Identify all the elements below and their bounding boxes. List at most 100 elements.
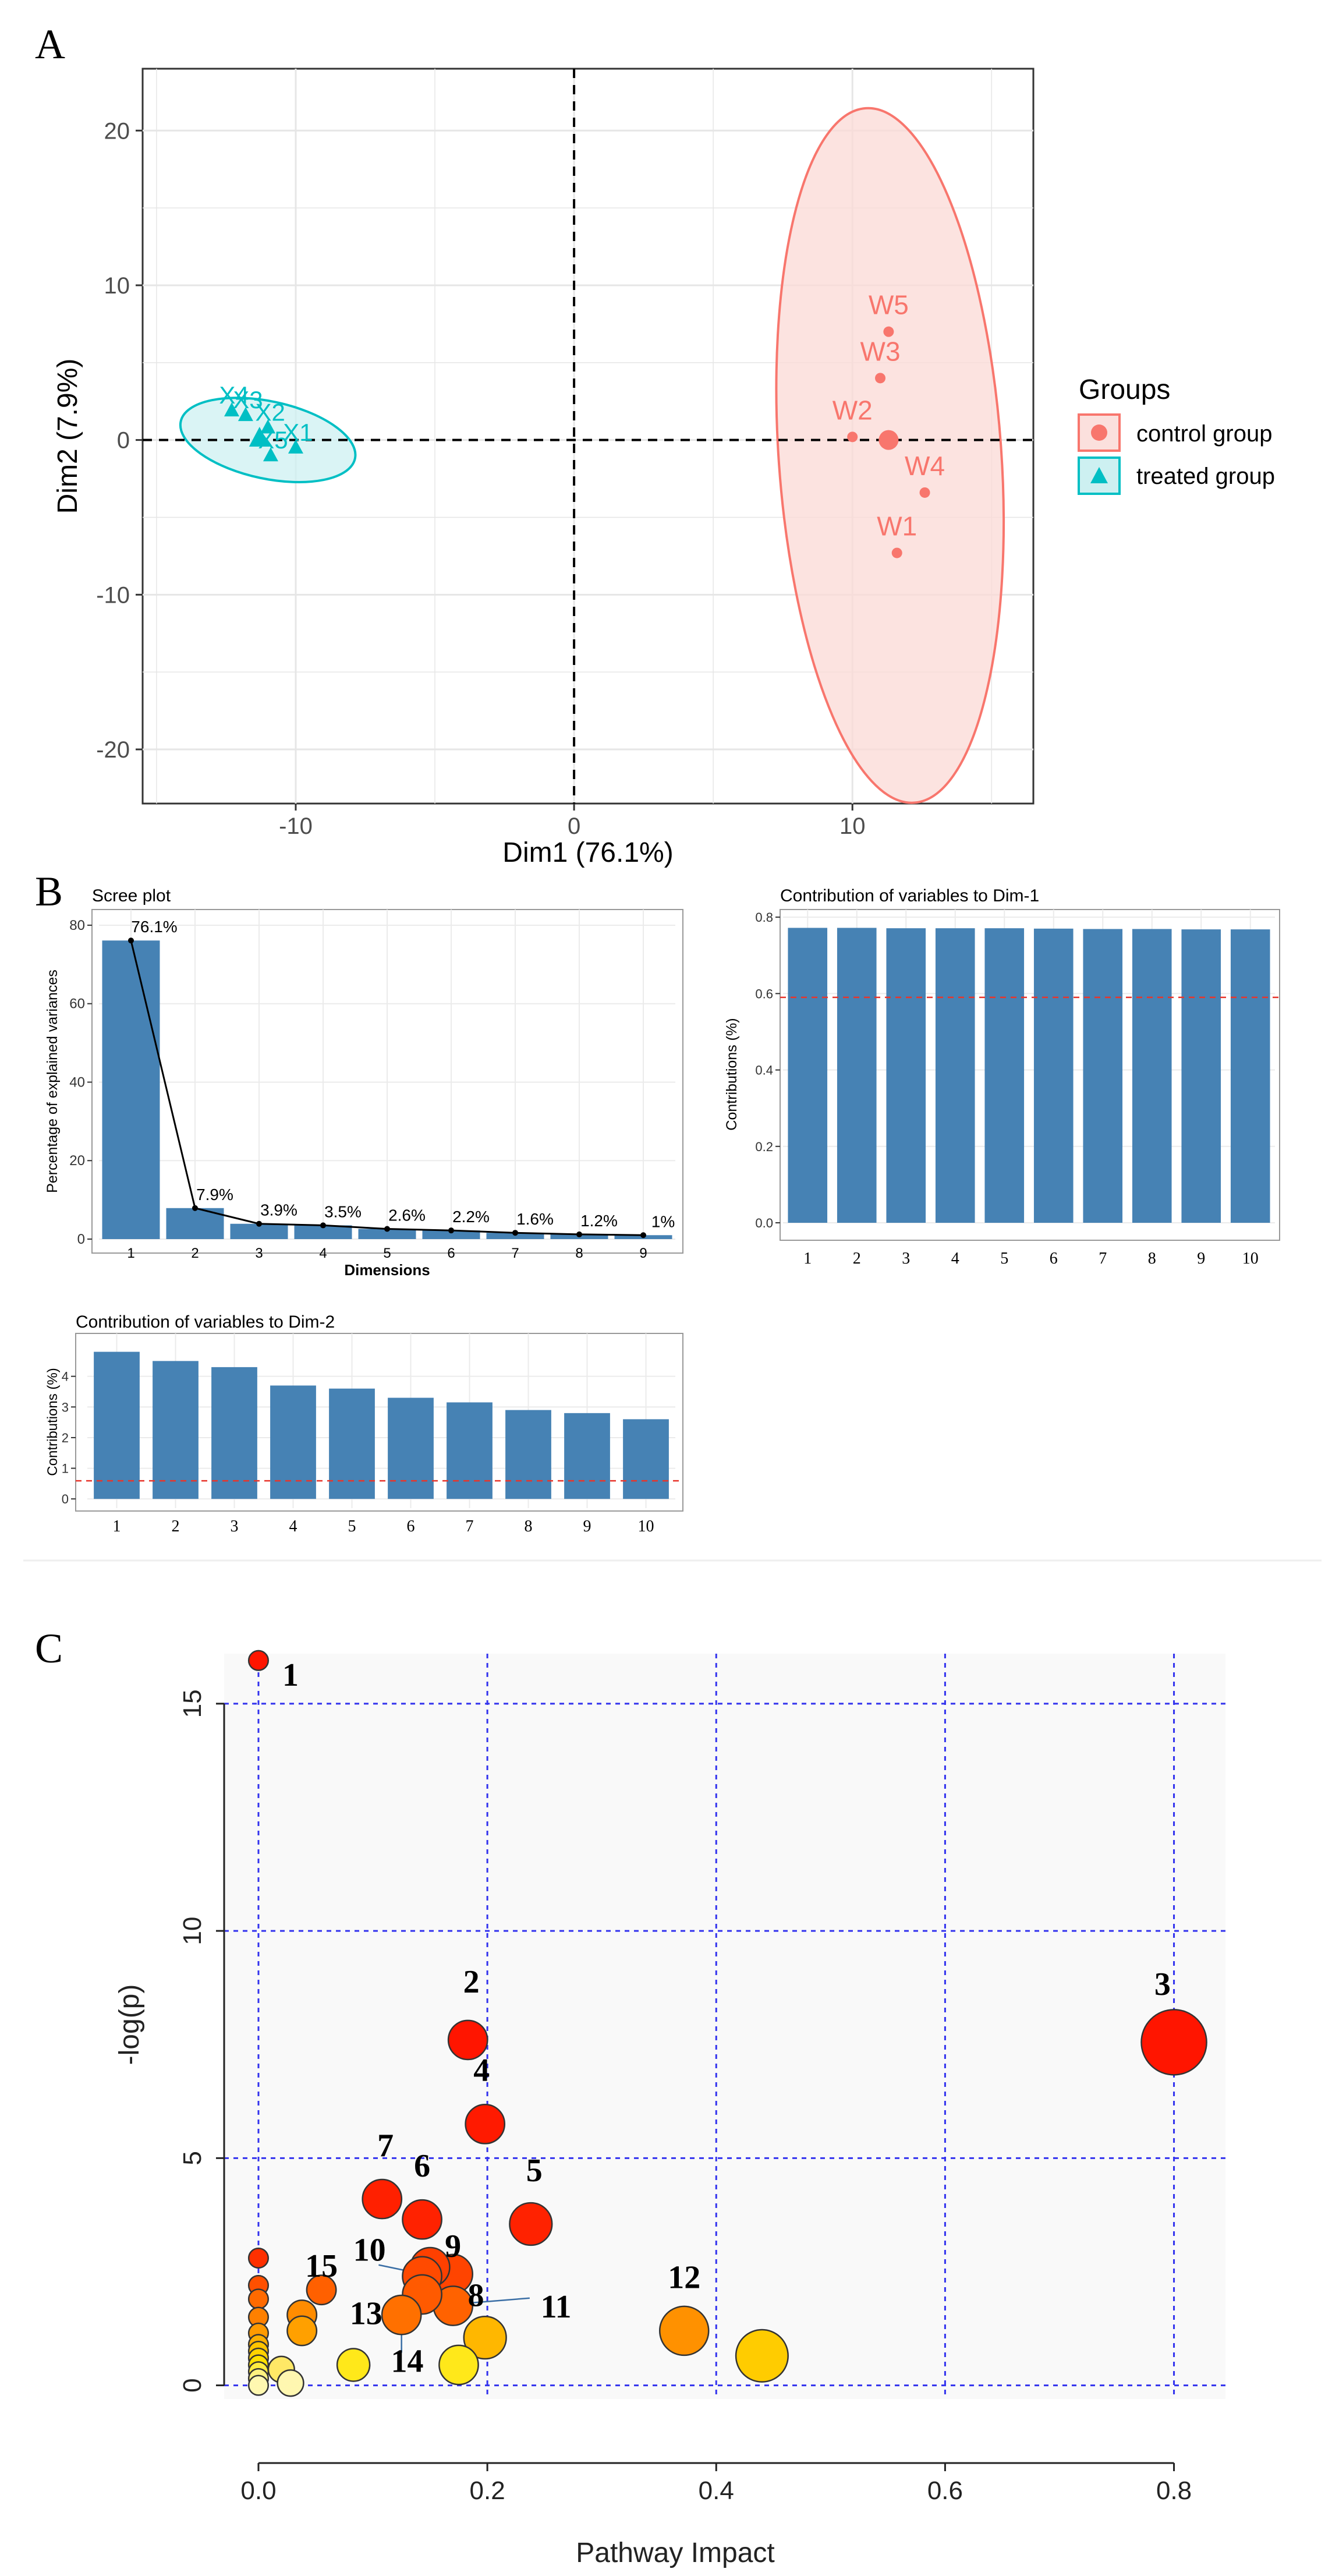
x-tick-label: 9 [639,1245,647,1261]
pathway-label-15: 15 [305,2248,338,2284]
x-tick-label: 6 [1050,1250,1058,1268]
pathway-label-2: 2 [463,1964,480,2000]
scree-value-label: 1% [651,1212,675,1230]
x-tick-label: 7 [466,1517,474,1535]
scree-value-label: 2.2% [452,1208,490,1226]
panel-label-a: A [35,21,65,68]
pathway-point-15 [306,2274,337,2306]
x-tick-label: -10 [279,813,313,839]
bar-2 [153,1361,199,1499]
pathway-label-7: 7 [377,2128,394,2164]
pca-x-axis-label: Dim1 (76.1%) [502,837,673,868]
scree-title: Scree plot [92,886,171,905]
pca-ticks: -10 0 10 -20 -10 0 10 20 [96,118,865,839]
scree-value-label: 7.9% [196,1186,233,1204]
scree-x-axis-label: Dimensions [344,1261,430,1279]
y-tick-label: 4 [62,1370,69,1384]
pca-point-X1 [288,439,303,454]
y-tick-label: -10 [96,582,130,608]
y-tick-label: 3 [62,1400,69,1414]
pathway-point-7 [362,2178,403,2220]
scree-bars [102,940,672,1239]
x-tick-label: 8 [1148,1250,1156,1268]
bar-6 [1033,928,1074,1223]
bar-7 [486,1233,544,1239]
y-tick-label: 0 [62,1492,69,1506]
pathway-point-6 [402,2199,442,2240]
x-tick-label: 10 [1242,1250,1259,1268]
pathway-point [247,2375,270,2396]
confidence-ellipse-treated [179,397,357,483]
scree-point [128,937,134,944]
pca-point-W3 [875,373,886,384]
y-tick-label: 20 [69,1153,85,1169]
panel-label-b: B [35,868,63,915]
bar-9 [1181,929,1221,1223]
x-tick-label: 9 [583,1517,591,1535]
bar-5 [329,1388,375,1499]
pathway-point-5 [509,2202,553,2246]
pathway-point-4 [465,2103,506,2145]
leader-line [462,2297,530,2305]
pathway-points [247,1650,1207,2397]
pca-point-label: X2 [255,398,285,426]
y-tick-label: 0.4 [755,1063,773,1078]
x-tick-label: 7 [511,1245,519,1261]
pca-point-X3 [238,407,253,422]
pca-point-label: W2 [832,395,873,425]
pathway-axes: 0 5 10 15 0.0 0.2 0.4 0.6 0.8 [178,1689,1192,2505]
pathway-label-5: 5 [526,2153,543,2189]
scree-value-label: 1.6% [516,1210,554,1228]
x-tick-label: 3 [902,1250,910,1268]
dim1-bars [780,928,1280,1223]
pathway-point [277,2369,304,2397]
scree-value-label: 2.6% [388,1206,426,1224]
scree-line: 76.1% 7.9% 3.9% 3.5% 2.6% 2.2% 1.6% 1.2% 1% [128,918,675,1239]
y-tick-label: 2 [62,1431,69,1445]
x-tick-label: 0.4 [699,2476,734,2505]
x-tick-label: 6 [407,1517,415,1535]
x-tick-label: 1 [113,1517,121,1535]
scree-point [256,1220,262,1227]
pathway-x-axis-label: Pathway Impact [576,2538,774,2568]
pathway-label-14: 14 [391,2344,424,2380]
pathway-label-8: 8 [467,2277,484,2313]
x-tick-label: 3 [255,1245,263,1261]
y-tick-label: 0.0 [755,1216,773,1230]
bar-6 [388,1397,434,1499]
x-tick-label: 0.0 [240,2476,276,2505]
bar-4 [935,928,975,1223]
x-tick-label: 7 [1099,1250,1107,1268]
legend-treated-label: treated group [1136,463,1275,489]
y-tick-label: 80 [69,918,85,933]
y-tick-label: 20 [104,118,130,144]
scree-point [320,1222,326,1229]
bar-6 [422,1230,480,1239]
y-tick-label: 0 [77,1232,85,1247]
pathway-point [247,2288,270,2310]
pathway-label-9: 9 [445,2228,461,2264]
pathway-point [286,2315,318,2347]
pca-point-X5 [263,447,278,462]
y-tick-label: 40 [69,1074,85,1090]
scree-ticks: 1 2 3 4 5 6 7 8 9 0 20 40 60 80 [69,918,647,1261]
pathway-point [336,2348,371,2382]
scree-point [384,1226,390,1232]
x-tick-label: 4 [951,1250,959,1268]
x-tick-label: 2 [853,1250,861,1268]
panel-label-c: C [35,1625,63,1672]
bar-10 [623,1419,669,1499]
x-tick-label: 5 [348,1517,356,1535]
bar-5 [358,1229,416,1239]
x-tick-label: 4 [319,1245,327,1261]
x-tick-label: 6 [447,1245,455,1261]
scree-point [512,1230,518,1236]
pathway-label-11: 11 [541,2289,572,2325]
pathway-label-12: 12 [668,2259,700,2295]
bar-8 [505,1410,551,1499]
pca-point-label: X4 [219,381,249,409]
scree-y-axis-label: Percentage of explained variances [44,969,61,1193]
